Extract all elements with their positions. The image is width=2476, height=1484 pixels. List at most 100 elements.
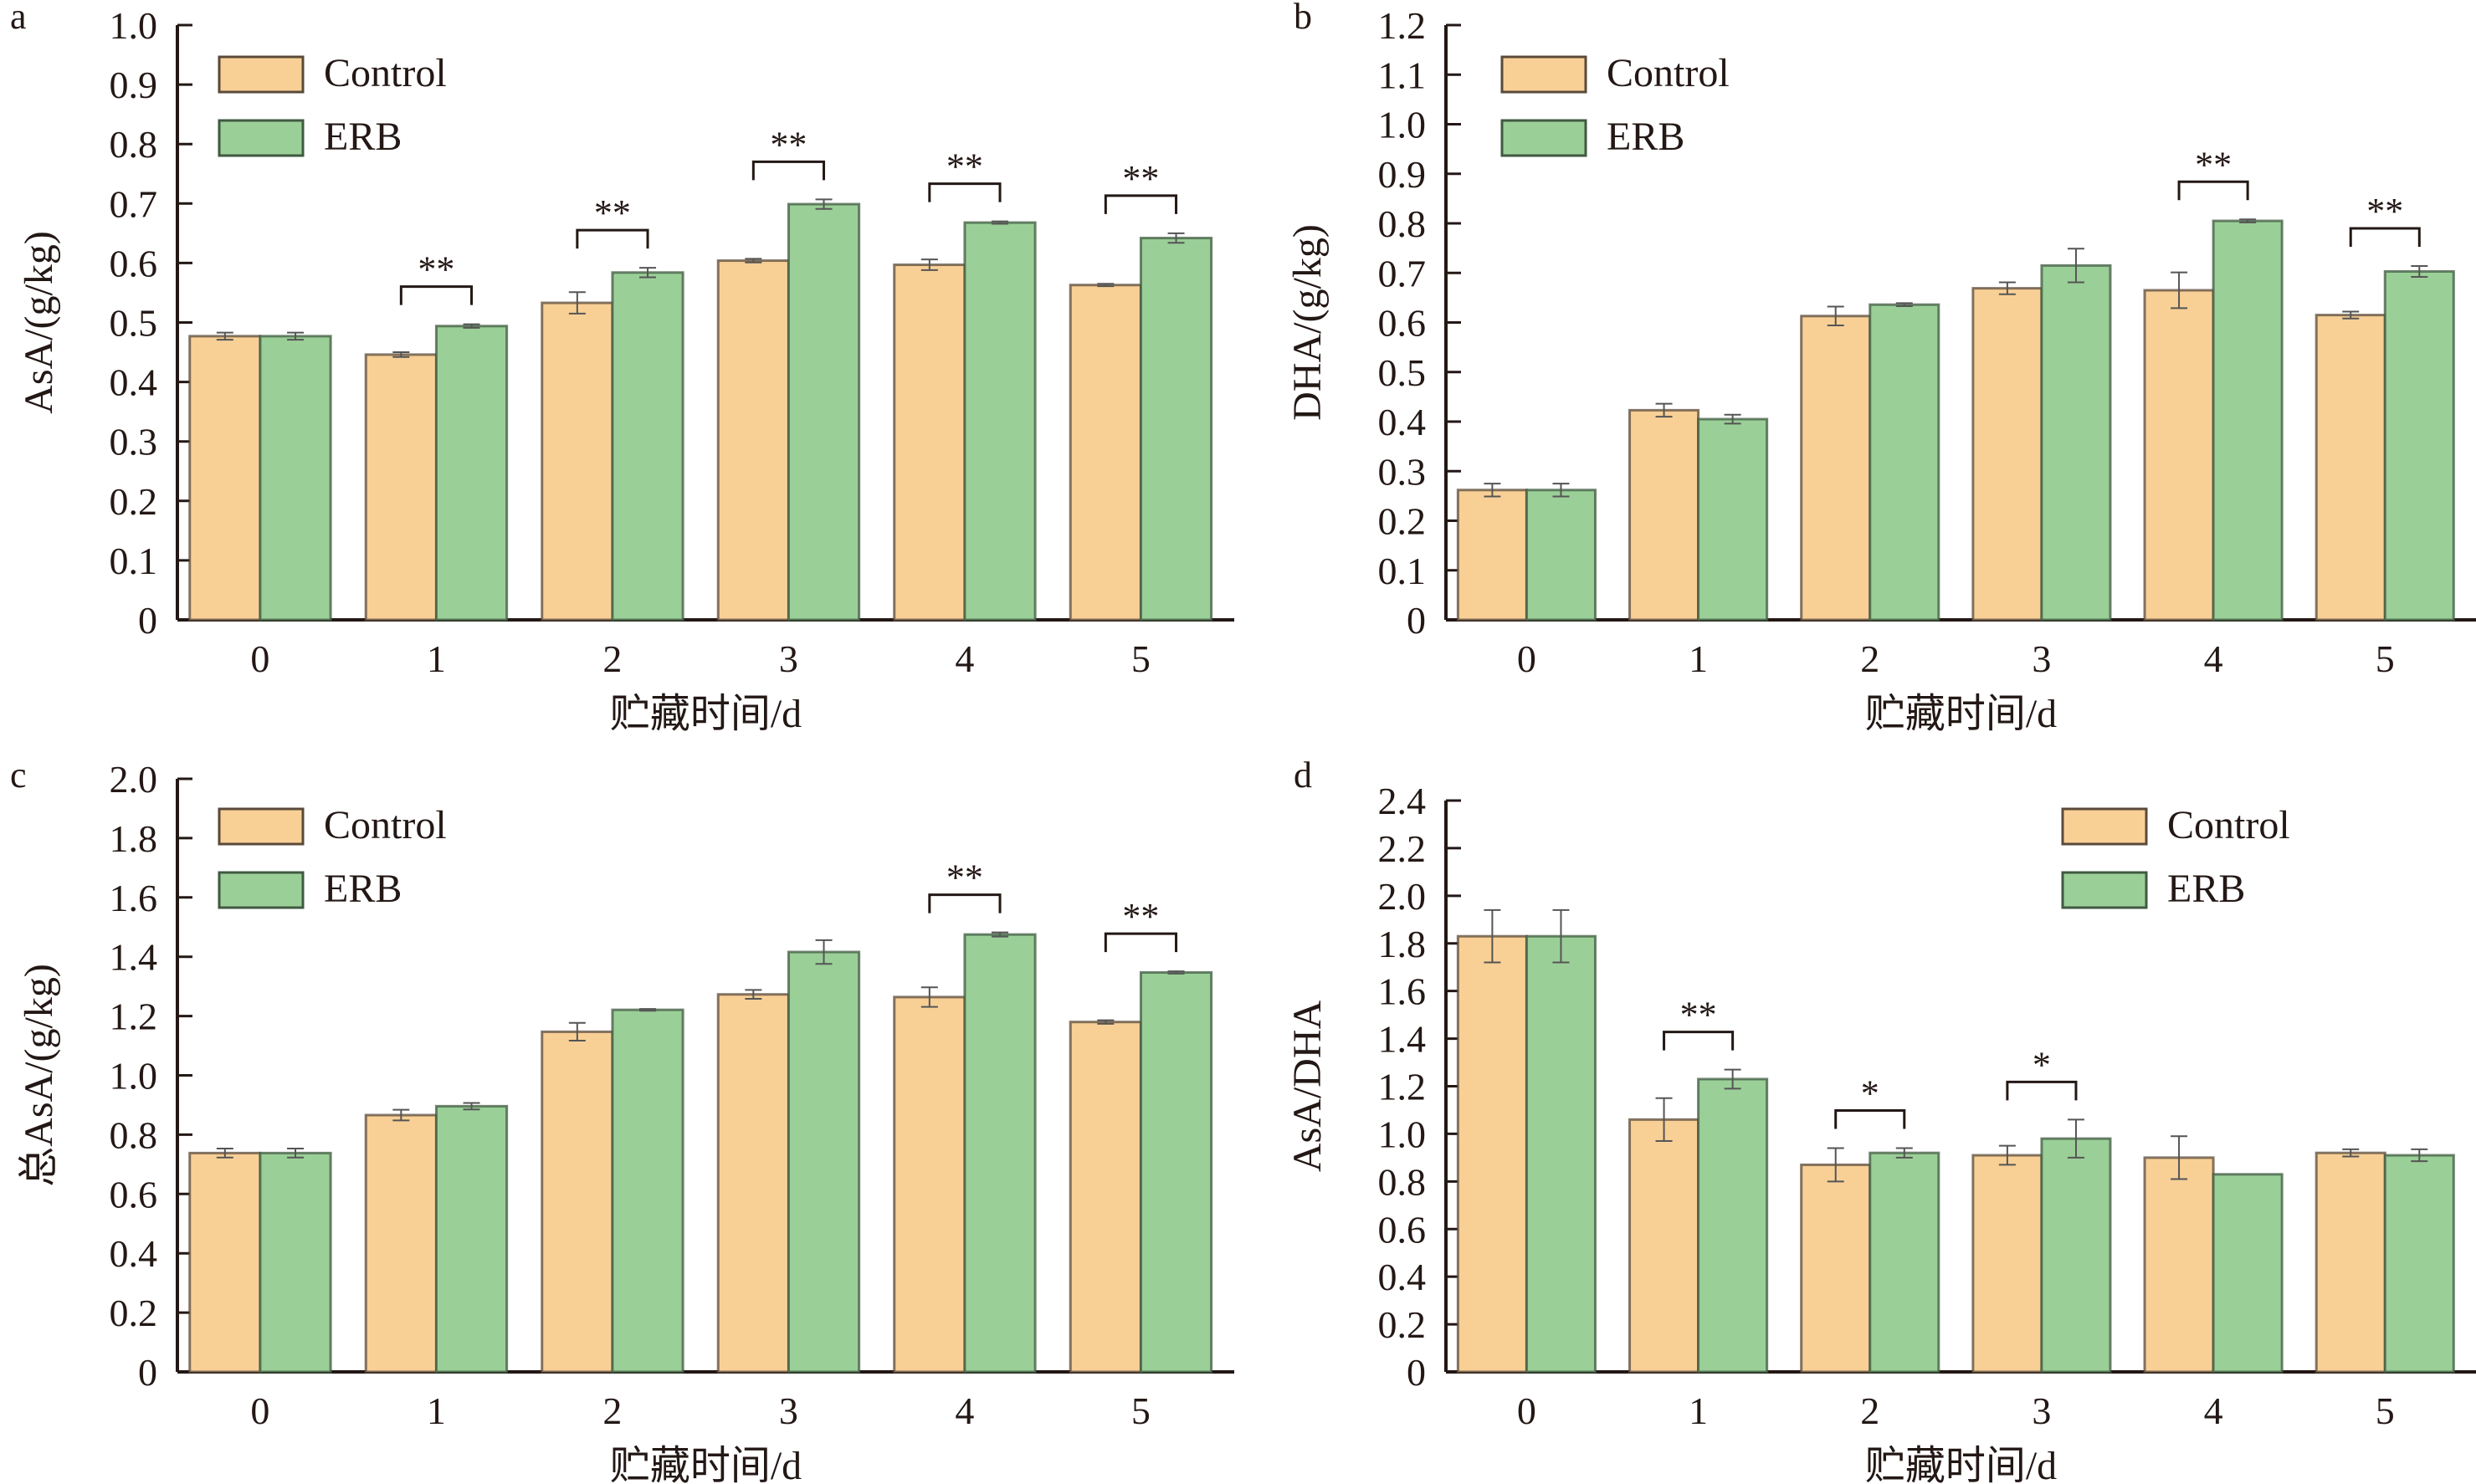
bar-erb xyxy=(259,1151,332,1374)
y-tick-label: 0.5 xyxy=(1378,351,1427,394)
y-tick-label: 1.6 xyxy=(110,877,158,919)
legend-swatch-erb xyxy=(1500,119,1587,157)
x-tick-label: 5 xyxy=(1131,1389,1151,1432)
y-tick-label: 0.8 xyxy=(110,123,158,166)
bar-control xyxy=(1456,489,1528,622)
y-tick-label: 2.2 xyxy=(1378,827,1427,870)
legend-label-control: Control xyxy=(1607,51,1730,95)
bar-erb xyxy=(2040,264,2112,622)
y-tick-label: 0 xyxy=(1407,1351,1426,1394)
bar-control xyxy=(2315,1151,2386,1374)
bar-control xyxy=(1800,315,1872,622)
y-tick-label: 0.2 xyxy=(110,480,158,523)
y-tick-label: 0.6 xyxy=(110,1173,158,1215)
y-tick-label: 0.7 xyxy=(1378,252,1427,294)
panel-letter-c: c xyxy=(10,755,27,796)
significance-bracket xyxy=(399,285,474,305)
bar-control xyxy=(1628,408,1700,622)
y-tick-label: 1.0 xyxy=(110,1055,158,1098)
bar-control xyxy=(893,995,966,1374)
bar-control xyxy=(893,264,966,622)
y-axis-label: DHA/(g/kg) xyxy=(1285,224,1330,421)
bar-erb xyxy=(963,933,1037,1374)
legend-swatch-erb xyxy=(2061,871,2148,909)
y-tick-label: 0.4 xyxy=(110,361,158,404)
x-tick-label: 0 xyxy=(250,637,269,680)
bar-erb xyxy=(787,950,861,1374)
significance-bracket xyxy=(1104,932,1178,953)
y-tick-label: 1.2 xyxy=(1378,4,1427,47)
y-tick-label: 0.7 xyxy=(110,182,158,225)
significance-bracket xyxy=(576,228,649,249)
bar-erb xyxy=(1525,489,1597,622)
bar-control xyxy=(1069,1021,1142,1374)
y-tick-label: 0.1 xyxy=(110,540,158,582)
bar-control xyxy=(1628,1118,1700,1374)
y-tick-label: 0.3 xyxy=(1378,450,1427,493)
bar-control xyxy=(541,1030,614,1374)
legend-swatch-control xyxy=(2061,807,2148,846)
x-tick-label: 2 xyxy=(1860,1389,1879,1432)
x-tick-label: 4 xyxy=(955,637,974,680)
chart-c: 0 0.2 0.4 0.6 0.8 1.0 1.2 1.4 1.6 1.8 2.0 0 1 2 3 4 ** 5 *… xyxy=(17,758,1234,1484)
y-tick-label: 0.8 xyxy=(1378,202,1427,245)
bar-erb xyxy=(1869,1151,1940,1374)
x-tick-label: 2 xyxy=(602,1389,622,1432)
legend-label-control: Control xyxy=(2167,803,2290,847)
x-tick-label: 3 xyxy=(2032,1389,2051,1432)
bar-control xyxy=(1456,934,1528,1374)
panel-letter-d: d xyxy=(1294,755,1312,796)
y-tick-label: 0.4 xyxy=(1378,1256,1427,1298)
legend-label-control: Control xyxy=(324,51,447,95)
y-tick-label: 1.6 xyxy=(1378,970,1427,1013)
x-tick-label: 5 xyxy=(2376,1389,2395,1432)
y-tick-label: 0.4 xyxy=(110,1232,158,1275)
bar-control xyxy=(188,1151,262,1374)
y-tick-label: 0.9 xyxy=(110,64,158,106)
x-axis-label: 贮藏时间/d xyxy=(610,692,802,736)
y-tick-label: 1.0 xyxy=(1378,104,1427,146)
y-tick-label: 0.3 xyxy=(110,421,158,463)
x-tick-label: 0 xyxy=(250,1389,269,1432)
bar-control xyxy=(1069,284,1142,622)
legend-label-control: Control xyxy=(324,803,447,847)
bar-erb xyxy=(611,1008,684,1374)
x-tick-label: 1 xyxy=(1689,637,1708,680)
x-tick-label: 0 xyxy=(1517,1389,1536,1432)
significance-label: ** xyxy=(1122,896,1159,937)
legend-label-erb: ERB xyxy=(2167,867,2245,911)
significance-bracket xyxy=(1834,1108,1906,1129)
x-tick-label: 4 xyxy=(2204,637,2223,680)
bar-control xyxy=(1800,1163,1872,1374)
y-tick-label: 1.8 xyxy=(110,817,158,860)
significance-label: ** xyxy=(418,249,454,290)
x-axis-label: 贮藏时间/d xyxy=(1865,1444,2057,1484)
x-tick-label: 2 xyxy=(602,637,622,680)
significance-label: * xyxy=(2033,1044,2051,1085)
panel-d: d 0 0.2 0.4 0.6 0.8 1.0 1.2 1.4 1.6 1.8 2.0 2.2 2.4 0… xyxy=(1238,742,2476,1484)
x-axis-label: 贮藏时间/d xyxy=(610,1444,802,1484)
panel-letter-a: a xyxy=(10,0,27,37)
y-tick-label: 0.6 xyxy=(1378,1208,1427,1251)
y-axis-label: 总AsA/(g/kg) xyxy=(17,964,61,1187)
bar-erb xyxy=(2212,219,2284,622)
significance-label: ** xyxy=(946,146,983,187)
panel-b: b 0 0.1 0.2 0.3 0.4 0.5 0.6 0.7 0.8 0.9 1.0 1.1 1.2 0… xyxy=(1238,0,2476,742)
y-tick-label: 1.2 xyxy=(1378,1066,1427,1108)
y-tick-label: 0 xyxy=(138,599,157,642)
x-tick-label: 3 xyxy=(779,637,798,680)
legend-swatch-control xyxy=(218,807,305,846)
significance-label: ** xyxy=(2366,191,2403,232)
y-tick-label: 0.2 xyxy=(110,1292,158,1334)
bar-control xyxy=(716,259,790,622)
significance-bracket xyxy=(751,160,826,181)
significance-label: ** xyxy=(594,192,631,233)
legend-swatch-erb xyxy=(218,871,305,909)
significance-label: ** xyxy=(946,857,983,898)
y-axis-label: AsA/DHA xyxy=(1285,1000,1330,1173)
significance-bracket xyxy=(2177,180,2249,201)
bar-control xyxy=(2315,314,2386,622)
x-tick-label: 4 xyxy=(955,1389,974,1432)
bar-erb xyxy=(963,221,1037,622)
bar-erb xyxy=(1139,970,1213,1374)
